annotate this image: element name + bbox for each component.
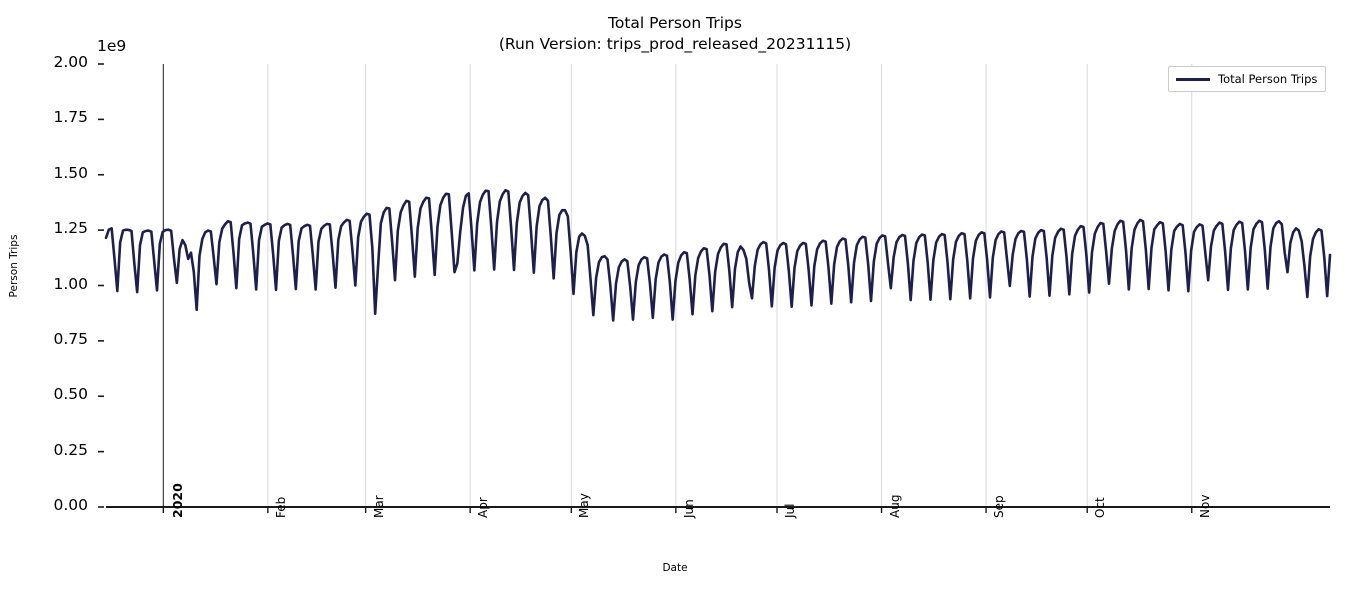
y-axis-offset-text: 1e9	[97, 37, 127, 55]
x-tick-label-month: Mar	[371, 495, 386, 518]
y-tick-label: 1.25	[53, 219, 88, 238]
y-tick-label: 0.50	[53, 385, 88, 404]
x-tick-label-month: Feb	[273, 496, 288, 518]
x-tick-label-month: Oct	[1093, 497, 1108, 518]
x-tick-label-month: Jun	[681, 499, 696, 518]
chart-legend[interactable]: Total Person Trips	[1168, 66, 1326, 92]
y-tick-label: 1.50	[53, 163, 88, 182]
y-tick-label: 2.00	[53, 53, 88, 71]
legend-label: Total Person Trips	[1218, 72, 1318, 86]
x-tick-label-month: May	[577, 493, 592, 518]
y-tick-label: 0.25	[53, 440, 88, 459]
x-tick-label-month: Jul	[783, 503, 797, 518]
x-tick-label-month: Nov	[1197, 494, 1212, 518]
x-tick-label-month: Apr	[476, 497, 491, 518]
x-tick-label-month: Sep	[992, 495, 1007, 518]
x-tick-label-month: Aug	[887, 494, 902, 518]
legend-line-swatch	[1176, 77, 1210, 81]
y-tick-label: 0.75	[53, 329, 88, 348]
y-tick-label: 1.75	[53, 108, 88, 127]
x-axis-label: Date	[662, 562, 688, 574]
data-line-total-person-trips	[104, 188, 1332, 322]
y-tick-label: 1.00	[53, 274, 88, 293]
y-axis-label: Person Trips	[8, 234, 20, 298]
y-tick-label: 0.00	[53, 496, 88, 514]
x-tick-label-year: 2020	[170, 483, 186, 518]
